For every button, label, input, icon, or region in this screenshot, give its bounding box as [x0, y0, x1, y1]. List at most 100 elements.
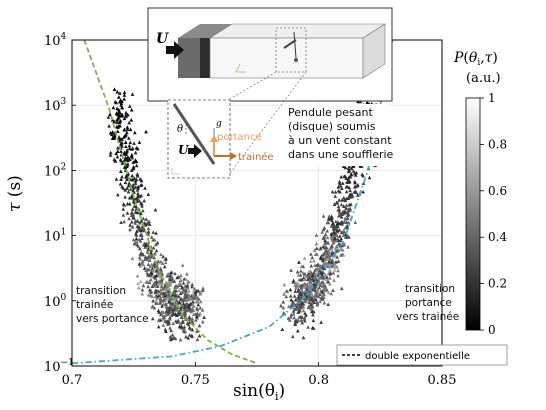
scatter-point	[144, 279, 148, 284]
scatter-point	[130, 147, 134, 151]
scatter-point	[306, 277, 310, 281]
scatter-point	[167, 292, 171, 296]
scatter-point	[356, 183, 360, 187]
scatter-point	[327, 281, 332, 286]
inset-caption-bg	[282, 104, 388, 166]
scatter-point	[128, 127, 133, 132]
scatter-point	[336, 268, 340, 273]
scatter-point	[286, 304, 291, 309]
scatter-point	[301, 304, 306, 309]
scatter-point	[147, 279, 152, 283]
scatter-point	[315, 252, 319, 256]
scatter-point	[197, 323, 202, 328]
scatter-point	[124, 151, 129, 155]
scatter-point	[168, 279, 173, 284]
scatter-point	[131, 166, 136, 170]
scatter-point	[328, 276, 332, 280]
scatter-point	[175, 312, 179, 317]
scatter-point	[301, 264, 306, 269]
scatter-point	[180, 318, 185, 323]
x-axis-label: sin(θi)	[233, 381, 285, 403]
scatter-point	[169, 328, 173, 333]
scatter-point	[334, 244, 339, 249]
scatter-point	[150, 294, 154, 298]
scatter-point	[135, 273, 140, 278]
scatter-point	[151, 263, 156, 267]
x-tick-label: 0.75	[181, 373, 210, 388]
scatter-point	[120, 113, 124, 118]
scatter-point	[165, 306, 170, 310]
scatter-point	[118, 123, 122, 128]
scatter-point	[146, 272, 150, 277]
scatter-point	[317, 281, 322, 285]
scatter-point	[124, 144, 128, 149]
scatter-point	[131, 160, 136, 164]
y-tick-label: 104	[44, 32, 67, 49]
scatter-point	[179, 315, 184, 320]
scatter-point	[120, 105, 124, 110]
scatter-point	[329, 291, 334, 296]
scatter-point	[336, 273, 340, 278]
scatter-point	[130, 207, 135, 211]
scatter-point	[123, 133, 127, 138]
scatter-point	[138, 279, 143, 284]
scatter-point	[309, 263, 314, 268]
scatter-point	[300, 315, 305, 319]
scatter-point	[320, 290, 325, 294]
scatter-point	[327, 259, 331, 264]
scatter-point	[312, 283, 317, 288]
scatter-point	[115, 154, 120, 159]
scatter-point	[312, 300, 316, 305]
inset-caption-line2: (disque) soumis	[288, 120, 376, 133]
scatter-point	[134, 236, 139, 241]
scatter-point	[155, 240, 160, 245]
scatter-point	[139, 193, 143, 198]
scatter-point	[127, 201, 132, 206]
scatter-point	[156, 291, 160, 295]
scatter-point	[324, 288, 328, 293]
scatter-point	[335, 264, 339, 269]
scatter-point	[177, 288, 181, 293]
scatter-point	[154, 248, 159, 253]
scatter-point	[201, 319, 205, 324]
scatter-point	[152, 283, 157, 288]
scatter-point	[347, 164, 351, 169]
scatter-point	[322, 300, 327, 305]
scatter-point	[108, 112, 112, 117]
scatter-point	[341, 164, 346, 168]
scatter-point	[341, 220, 345, 224]
y-tick-label: 103	[44, 97, 67, 114]
scatter-point	[299, 285, 304, 290]
scatter-point	[172, 301, 177, 306]
scatter-point	[164, 296, 168, 300]
scatter-point	[169, 337, 173, 342]
scatter-point	[141, 252, 145, 256]
colorbar-tick-label: 0.2	[488, 277, 507, 291]
scatter-point	[199, 299, 203, 304]
scatter-point	[124, 110, 128, 115]
scatter-point	[323, 240, 327, 245]
scatter-point	[129, 154, 134, 158]
scatter-point	[141, 262, 146, 267]
scatter-point	[315, 291, 319, 296]
scatter-point	[168, 275, 172, 280]
scatter-point	[330, 235, 334, 240]
right-annotation-line2: portance	[405, 297, 452, 309]
scatter-point	[172, 279, 177, 283]
scatter-point	[340, 248, 345, 252]
scatter-point	[184, 306, 188, 311]
scatter-point	[125, 127, 130, 132]
scatter-point	[144, 243, 148, 247]
scatter-point	[151, 238, 155, 242]
scatter-point	[335, 249, 339, 253]
scatter-point	[179, 277, 183, 282]
scatter-point	[355, 193, 360, 197]
scatter-point	[190, 333, 194, 338]
scatter-point	[147, 256, 152, 260]
scatter-point	[341, 228, 346, 233]
scatter-point	[146, 247, 151, 251]
scatter-point	[332, 202, 337, 206]
scatter-point	[131, 188, 136, 193]
scatter-point	[297, 260, 301, 264]
scatter-point	[114, 151, 119, 156]
